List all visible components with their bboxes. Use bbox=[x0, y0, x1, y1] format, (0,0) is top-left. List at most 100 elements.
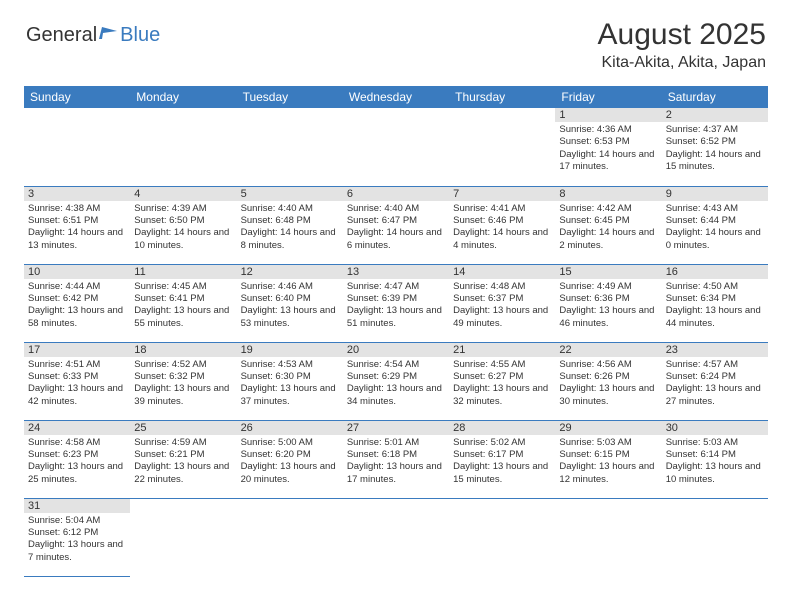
day-number: 18 bbox=[130, 343, 236, 357]
header: GeneralBlue August 2025 Kita-Akita, Akit… bbox=[0, 0, 792, 80]
day-body: Sunrise: 4:50 AMSunset: 6:34 PMDaylight:… bbox=[662, 279, 768, 332]
weekday-header: Saturday bbox=[662, 86, 768, 108]
day-body: Sunrise: 4:37 AMSunset: 6:52 PMDaylight:… bbox=[662, 122, 768, 175]
sunrise-text: Sunrise: 4:40 AM bbox=[241, 203, 339, 215]
calendar-day-cell: 2Sunrise: 4:37 AMSunset: 6:52 PMDaylight… bbox=[662, 108, 768, 186]
daylight-text: Daylight: 13 hours and 10 minutes. bbox=[666, 461, 764, 486]
sunset-text: Sunset: 6:51 PM bbox=[28, 215, 126, 227]
daylight-text: Daylight: 13 hours and 42 minutes. bbox=[28, 383, 126, 408]
daylight-text: Daylight: 13 hours and 51 minutes. bbox=[347, 305, 445, 330]
logo-flag-icon bbox=[99, 24, 119, 47]
day-number: 16 bbox=[662, 265, 768, 279]
calendar-day-cell: 15Sunrise: 4:49 AMSunset: 6:36 PMDayligh… bbox=[555, 264, 661, 342]
sunset-text: Sunset: 6:12 PM bbox=[28, 527, 126, 539]
daylight-text: Daylight: 14 hours and 17 minutes. bbox=[559, 149, 657, 174]
calendar-day-cell: 16Sunrise: 4:50 AMSunset: 6:34 PMDayligh… bbox=[662, 264, 768, 342]
day-number: 9 bbox=[662, 187, 768, 201]
calendar-day-cell: 18Sunrise: 4:52 AMSunset: 6:32 PMDayligh… bbox=[130, 342, 236, 420]
daylight-text: Daylight: 13 hours and 20 minutes. bbox=[241, 461, 339, 486]
day-number: 1 bbox=[555, 108, 661, 122]
day-number: 26 bbox=[237, 421, 343, 435]
title-block: August 2025 Kita-Akita, Akita, Japan bbox=[598, 18, 766, 72]
calendar-day-cell bbox=[449, 498, 555, 576]
daylight-text: Daylight: 13 hours and 55 minutes. bbox=[134, 305, 232, 330]
day-body: Sunrise: 5:03 AMSunset: 6:15 PMDaylight:… bbox=[555, 435, 661, 488]
calendar-day-cell: 22Sunrise: 4:56 AMSunset: 6:26 PMDayligh… bbox=[555, 342, 661, 420]
sunrise-text: Sunrise: 4:39 AM bbox=[134, 203, 232, 215]
daylight-text: Daylight: 13 hours and 22 minutes. bbox=[134, 461, 232, 486]
calendar-day-cell: 30Sunrise: 5:03 AMSunset: 6:14 PMDayligh… bbox=[662, 420, 768, 498]
daylight-text: Daylight: 13 hours and 58 minutes. bbox=[28, 305, 126, 330]
daylight-text: Daylight: 13 hours and 12 minutes. bbox=[559, 461, 657, 486]
calendar-day-cell bbox=[343, 498, 449, 576]
sunrise-text: Sunrise: 4:56 AM bbox=[559, 359, 657, 371]
sunrise-text: Sunrise: 4:45 AM bbox=[134, 281, 232, 293]
day-body: Sunrise: 4:54 AMSunset: 6:29 PMDaylight:… bbox=[343, 357, 449, 410]
sunrise-text: Sunrise: 4:59 AM bbox=[134, 437, 232, 449]
sunrise-text: Sunrise: 4:58 AM bbox=[28, 437, 126, 449]
sunrise-text: Sunrise: 4:48 AM bbox=[453, 281, 551, 293]
day-number: 5 bbox=[237, 187, 343, 201]
calendar-day-cell bbox=[24, 108, 130, 186]
sunset-text: Sunset: 6:47 PM bbox=[347, 215, 445, 227]
day-body: Sunrise: 4:40 AMSunset: 6:47 PMDaylight:… bbox=[343, 201, 449, 254]
daylight-text: Daylight: 13 hours and 17 minutes. bbox=[347, 461, 445, 486]
day-body: Sunrise: 4:39 AMSunset: 6:50 PMDaylight:… bbox=[130, 201, 236, 254]
calendar-day-cell: 27Sunrise: 5:01 AMSunset: 6:18 PMDayligh… bbox=[343, 420, 449, 498]
weekday-header: Tuesday bbox=[237, 86, 343, 108]
sunrise-text: Sunrise: 4:38 AM bbox=[28, 203, 126, 215]
sunset-text: Sunset: 6:53 PM bbox=[559, 136, 657, 148]
day-number: 2 bbox=[662, 108, 768, 122]
daylight-text: Daylight: 14 hours and 0 minutes. bbox=[666, 227, 764, 252]
sunset-text: Sunset: 6:48 PM bbox=[241, 215, 339, 227]
day-number: 14 bbox=[449, 265, 555, 279]
day-body: Sunrise: 4:41 AMSunset: 6:46 PMDaylight:… bbox=[449, 201, 555, 254]
calendar-table: Sunday Monday Tuesday Wednesday Thursday… bbox=[24, 86, 768, 577]
day-body: Sunrise: 4:48 AMSunset: 6:37 PMDaylight:… bbox=[449, 279, 555, 332]
calendar-week-row: 3Sunrise: 4:38 AMSunset: 6:51 PMDaylight… bbox=[24, 186, 768, 264]
sunset-text: Sunset: 6:27 PM bbox=[453, 371, 551, 383]
calendar-day-cell: 1Sunrise: 4:36 AMSunset: 6:53 PMDaylight… bbox=[555, 108, 661, 186]
day-number: 30 bbox=[662, 421, 768, 435]
sunset-text: Sunset: 6:29 PM bbox=[347, 371, 445, 383]
day-number: 29 bbox=[555, 421, 661, 435]
day-number: 24 bbox=[24, 421, 130, 435]
day-body: Sunrise: 5:03 AMSunset: 6:14 PMDaylight:… bbox=[662, 435, 768, 488]
calendar-day-cell: 21Sunrise: 4:55 AMSunset: 6:27 PMDayligh… bbox=[449, 342, 555, 420]
sunset-text: Sunset: 6:18 PM bbox=[347, 449, 445, 461]
day-body: Sunrise: 4:55 AMSunset: 6:27 PMDaylight:… bbox=[449, 357, 555, 410]
day-body: Sunrise: 5:00 AMSunset: 6:20 PMDaylight:… bbox=[237, 435, 343, 488]
sunset-text: Sunset: 6:40 PM bbox=[241, 293, 339, 305]
calendar-week-row: 10Sunrise: 4:44 AMSunset: 6:42 PMDayligh… bbox=[24, 264, 768, 342]
day-number: 21 bbox=[449, 343, 555, 357]
day-number: 27 bbox=[343, 421, 449, 435]
calendar-day-cell: 9Sunrise: 4:43 AMSunset: 6:44 PMDaylight… bbox=[662, 186, 768, 264]
day-body: Sunrise: 4:58 AMSunset: 6:23 PMDaylight:… bbox=[24, 435, 130, 488]
day-number: 17 bbox=[24, 343, 130, 357]
sunrise-text: Sunrise: 5:04 AM bbox=[28, 515, 126, 527]
daylight-text: Daylight: 14 hours and 6 minutes. bbox=[347, 227, 445, 252]
calendar-day-cell: 17Sunrise: 4:51 AMSunset: 6:33 PMDayligh… bbox=[24, 342, 130, 420]
day-body: Sunrise: 4:51 AMSunset: 6:33 PMDaylight:… bbox=[24, 357, 130, 410]
day-number: 25 bbox=[130, 421, 236, 435]
day-body: Sunrise: 4:38 AMSunset: 6:51 PMDaylight:… bbox=[24, 201, 130, 254]
calendar-day-cell bbox=[130, 108, 236, 186]
day-number: 28 bbox=[449, 421, 555, 435]
sunset-text: Sunset: 6:45 PM bbox=[559, 215, 657, 227]
sunrise-text: Sunrise: 5:02 AM bbox=[453, 437, 551, 449]
day-number: 22 bbox=[555, 343, 661, 357]
day-body: Sunrise: 4:43 AMSunset: 6:44 PMDaylight:… bbox=[662, 201, 768, 254]
logo-text-2: Blue bbox=[120, 24, 160, 47]
day-body: Sunrise: 4:44 AMSunset: 6:42 PMDaylight:… bbox=[24, 279, 130, 332]
sunset-text: Sunset: 6:41 PM bbox=[134, 293, 232, 305]
day-number: 31 bbox=[24, 499, 130, 513]
day-body: Sunrise: 4:42 AMSunset: 6:45 PMDaylight:… bbox=[555, 201, 661, 254]
sunrise-text: Sunrise: 4:43 AM bbox=[666, 203, 764, 215]
calendar-day-cell: 7Sunrise: 4:41 AMSunset: 6:46 PMDaylight… bbox=[449, 186, 555, 264]
calendar-day-cell: 5Sunrise: 4:40 AMSunset: 6:48 PMDaylight… bbox=[237, 186, 343, 264]
day-body: Sunrise: 4:36 AMSunset: 6:53 PMDaylight:… bbox=[555, 122, 661, 175]
calendar-day-cell: 8Sunrise: 4:42 AMSunset: 6:45 PMDaylight… bbox=[555, 186, 661, 264]
sunset-text: Sunset: 6:24 PM bbox=[666, 371, 764, 383]
sunrise-text: Sunrise: 4:47 AM bbox=[347, 281, 445, 293]
sunset-text: Sunset: 6:33 PM bbox=[28, 371, 126, 383]
